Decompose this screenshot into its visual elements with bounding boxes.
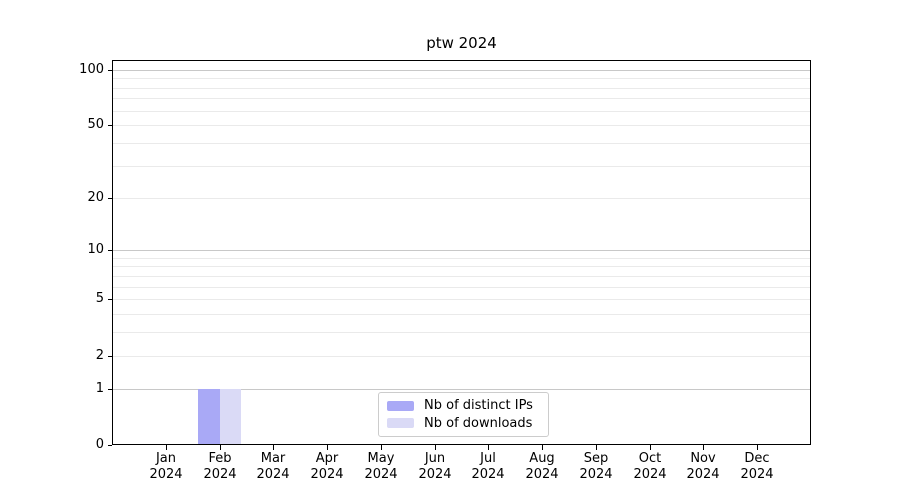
y-tick-mark [108, 356, 112, 357]
legend: Nb of distinct IPs Nb of downloads [378, 392, 549, 437]
y-tick-label: 5 [95, 291, 104, 306]
bar-nb-of-downloads-feb [219, 388, 242, 445]
y-gridline-minor [112, 125, 811, 126]
x-tick-mark [757, 445, 758, 450]
y-tick-mark [108, 445, 112, 446]
y-gridline-minor [112, 356, 811, 357]
x-tick-label: Sep 2024 [579, 451, 613, 482]
y-tick-label: 100 [79, 62, 104, 77]
y-tick-label: 50 [87, 117, 104, 132]
y-gridline-minor [112, 98, 811, 99]
y-tick-mark [108, 70, 112, 71]
y-gridline-minor [112, 88, 811, 89]
y-gridline-major [112, 250, 811, 251]
x-tick-mark [488, 445, 489, 450]
x-tick-mark [166, 445, 167, 450]
y-tick-mark [108, 389, 112, 390]
chart-title: ptw 2024 [426, 34, 497, 52]
y-gridline-minor [112, 198, 811, 199]
y-gridline-minor [112, 332, 811, 333]
y-gridline-minor [112, 78, 811, 79]
y-gridline-major [112, 70, 811, 71]
x-tick-label: May 2024 [364, 451, 398, 482]
y-gridline-minor [112, 287, 811, 288]
x-tick-label: Jul 2024 [471, 451, 505, 482]
y-gridline-minor [112, 166, 811, 167]
x-tick-label: Nov 2024 [686, 451, 720, 482]
x-tick-label: Jun 2024 [418, 451, 452, 482]
y-tick-mark [108, 250, 112, 251]
y-tick-label: 20 [87, 190, 104, 205]
legend-entry-distinct-ips: Nb of distinct IPs [387, 397, 540, 414]
y-gridline-minor [112, 314, 811, 315]
x-tick-mark [542, 445, 543, 450]
y-tick-label: 0 [95, 437, 104, 452]
y-gridline-minor [112, 143, 811, 144]
x-tick-label: Dec 2024 [740, 451, 774, 482]
x-tick-mark [381, 445, 382, 450]
y-gridline-major [112, 389, 811, 390]
plot-area [112, 60, 811, 445]
x-tick-mark [435, 445, 436, 450]
legend-entry-downloads: Nb of downloads [387, 415, 540, 432]
y-gridline-minor [112, 299, 811, 300]
legend-swatch-distinct-ips [387, 400, 414, 411]
x-tick-label: Feb 2024 [203, 451, 237, 482]
legend-label-downloads: Nb of downloads [424, 415, 533, 431]
y-tick-label: 2 [95, 348, 104, 363]
x-tick-label: Aug 2024 [525, 451, 559, 482]
y-tick-mark [108, 125, 112, 126]
y-tick-mark [108, 299, 112, 300]
legend-swatch-downloads [387, 418, 414, 429]
x-tick-mark [650, 445, 651, 450]
y-gridline-minor [112, 111, 811, 112]
y-tick-label: 10 [87, 242, 104, 257]
x-tick-label: Oct 2024 [633, 451, 667, 482]
x-tick-mark [596, 445, 597, 450]
x-tick-mark [273, 445, 274, 450]
x-tick-mark [327, 445, 328, 450]
y-gridline-minor [112, 266, 811, 267]
y-tick-label: 1 [95, 381, 104, 396]
x-tick-mark [220, 445, 221, 450]
legend-label-distinct-ips: Nb of distinct IPs [424, 398, 533, 414]
bar-nb-of-distinct-ips-feb [198, 388, 220, 445]
x-tick-label: Jan 2024 [149, 451, 183, 482]
y-gridline-minor [112, 276, 811, 277]
y-tick-mark [108, 198, 112, 199]
x-tick-mark [703, 445, 704, 450]
x-tick-label: Apr 2024 [310, 451, 344, 482]
x-tick-label: Mar 2024 [256, 451, 290, 482]
y-gridline-minor [112, 258, 811, 259]
